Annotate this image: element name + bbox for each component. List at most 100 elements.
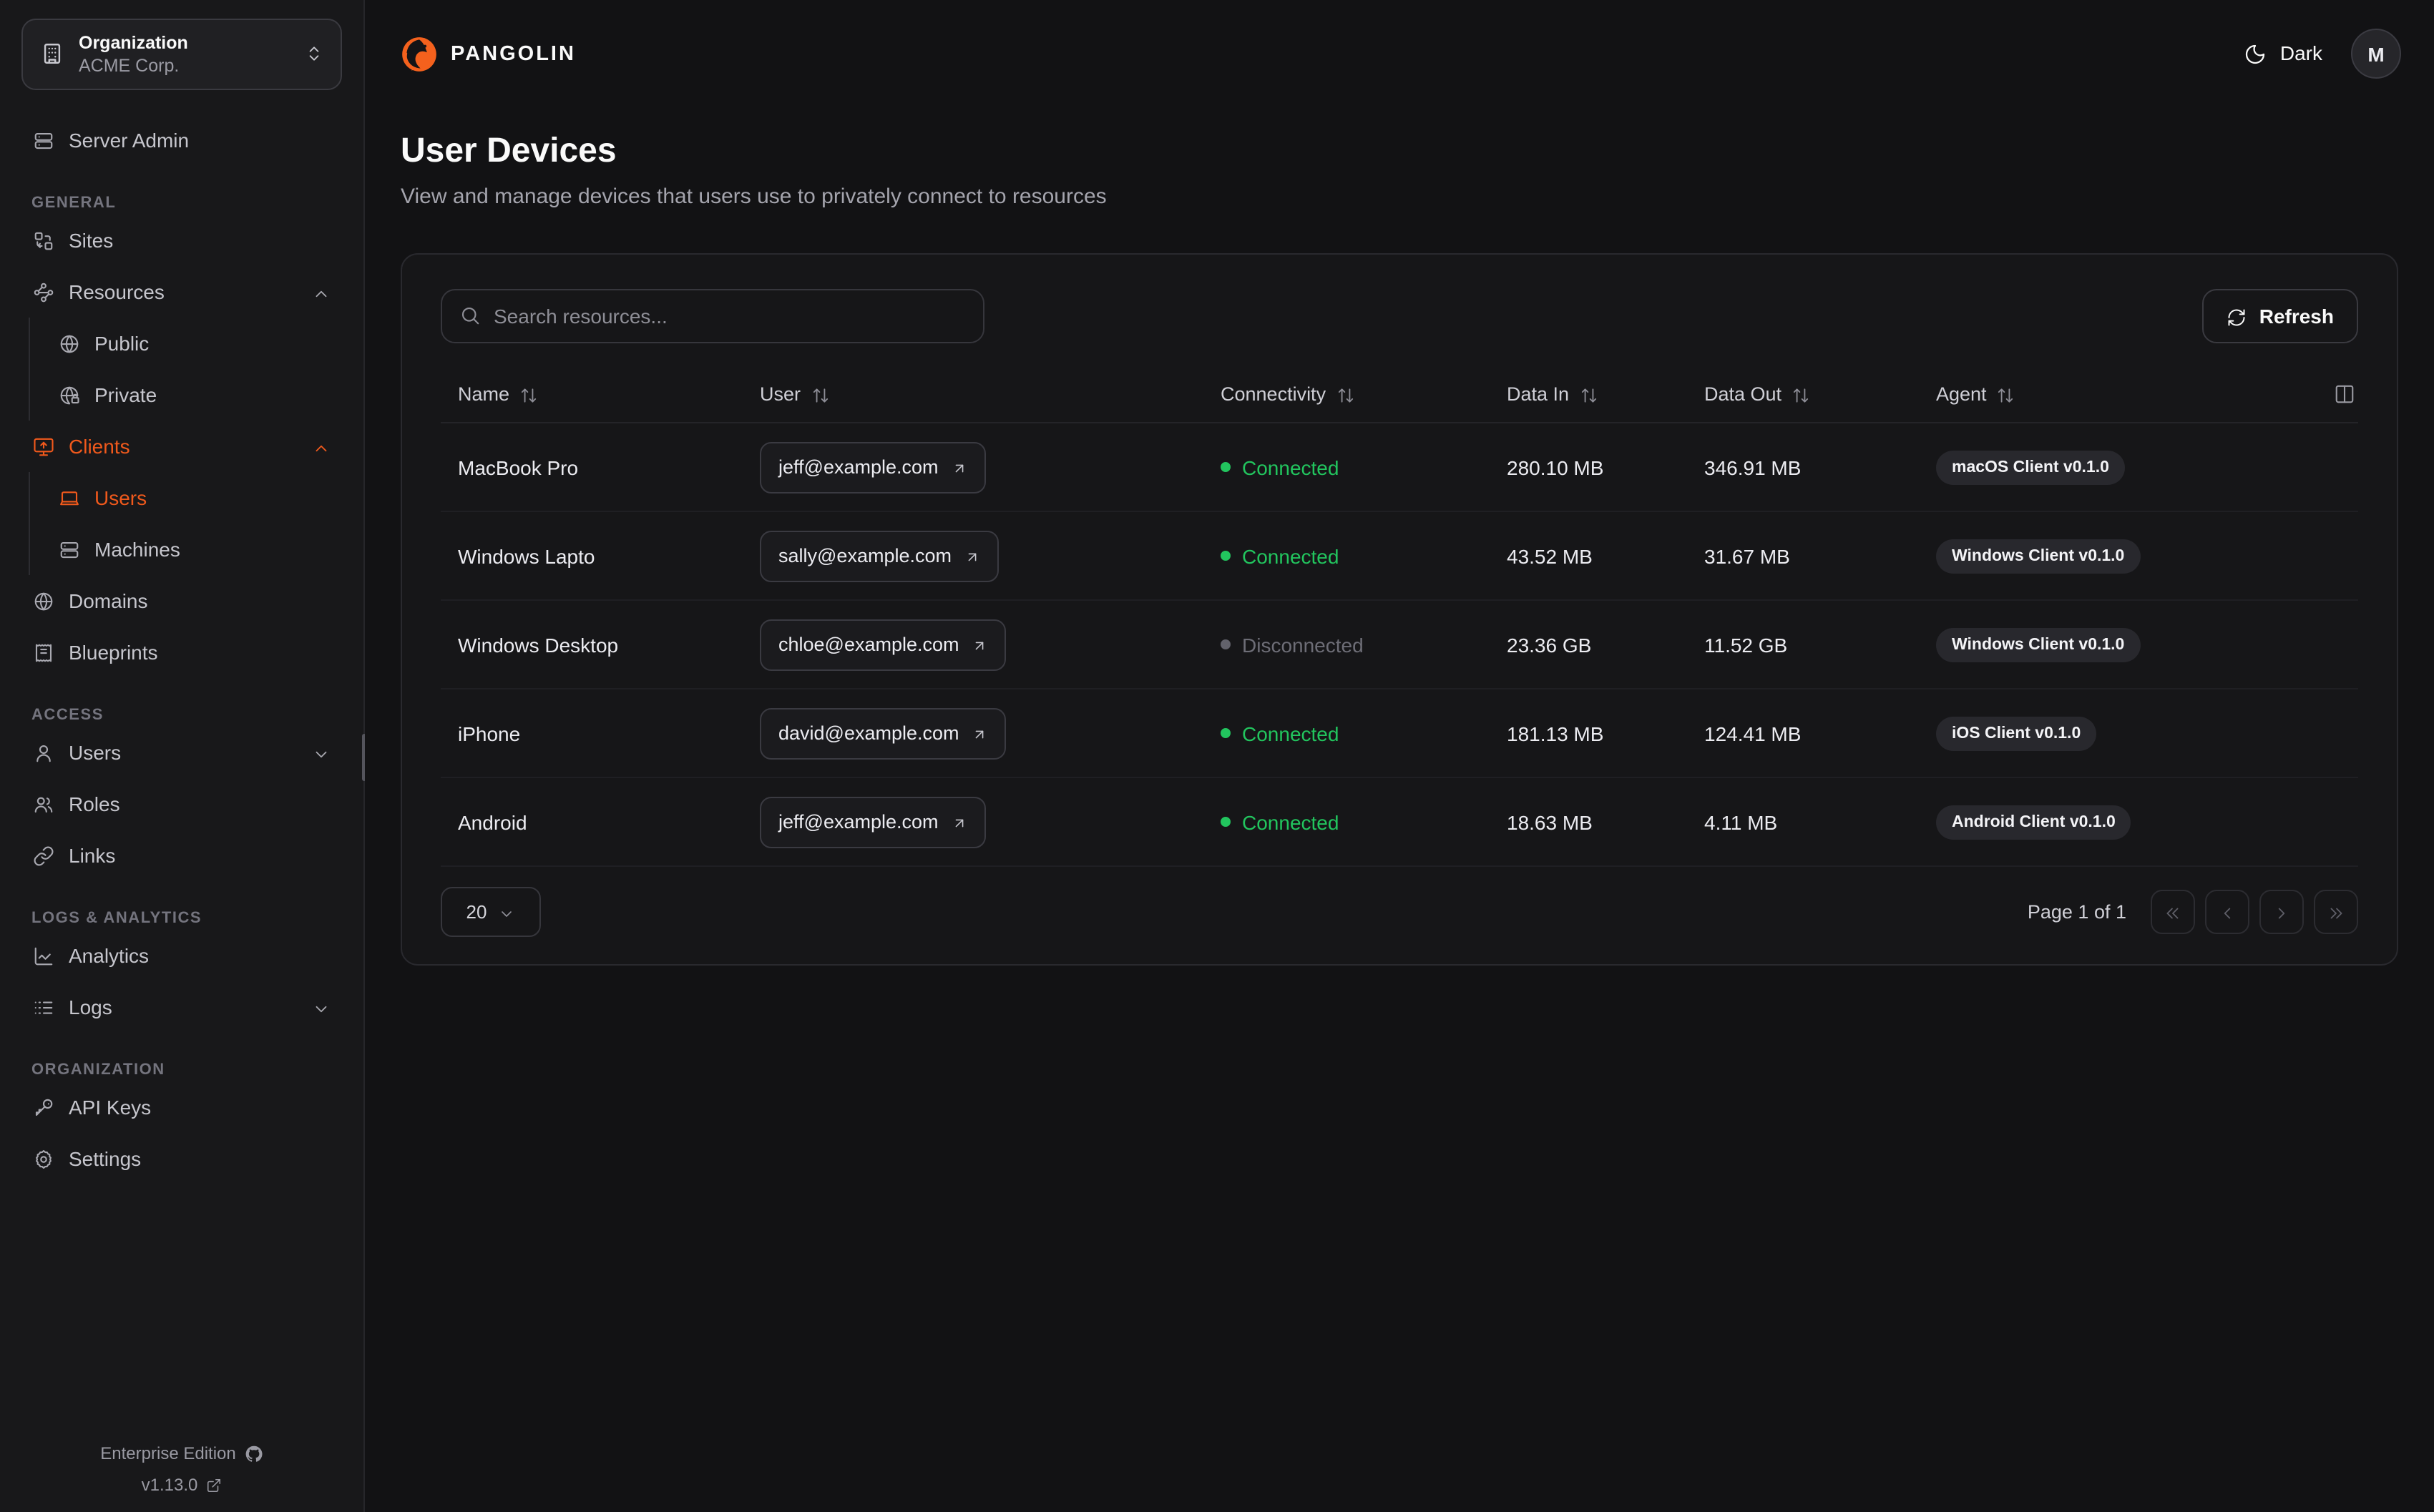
user-link-button[interactable]: sally@example.com [760,530,999,581]
sidebar-item-users[interactable]: Users [30,472,342,524]
sidebar-item-label: Clients [69,435,130,458]
sort-icon [1997,383,2015,405]
user-link-button[interactable]: chloe@example.com [760,619,1007,670]
card-toolbar: Refresh [441,255,2358,343]
agent-badge: Windows Client v0.1.0 [1936,539,2141,573]
column-header-data-out[interactable]: Data Out [1687,383,1919,405]
user-cell: david@example.com [743,707,1203,759]
refresh-button[interactable]: Refresh [2201,289,2358,343]
sidebar-item-label: Server Admin [69,129,190,152]
card-footer: 20 Page 1 of 1 [441,887,2358,937]
column-header-name[interactable]: Name [441,383,743,405]
agent-cell: macOS Client v0.1.0 [1919,450,2301,484]
server-icon [59,537,80,561]
sort-icon [519,383,538,405]
users-icon [33,792,54,816]
column-header-user[interactable]: User [743,383,1203,405]
sidebar-item-sites[interactable]: Sites [21,215,342,266]
device-name: Windows Lapto [458,544,595,567]
logs-icon [33,995,54,1019]
sidebar-item-links[interactable]: Links [21,830,342,881]
sort-icon [1579,383,1598,405]
data-in-value: 23.36 GB [1507,633,1592,656]
column-label: Name [458,383,510,405]
table-row: Android jeff@example.com Connected 18.63 MB… [441,778,2358,867]
column-header-connectivity[interactable]: Connectivity [1203,383,1490,405]
theme-label: Dark [2279,41,2322,65]
column-header-agent[interactable]: Agent [1919,383,2301,405]
next-page-button[interactable] [2259,890,2304,934]
sidebar-item-label: Resources [69,280,165,303]
link-icon [33,843,54,868]
sidebar-scrollbar-thumb[interactable] [362,734,366,781]
version-link[interactable]: v1.13.0 [142,1475,223,1495]
avatar[interactable]: M [2351,29,2401,79]
sidebar-item-clients[interactable]: Clients [21,421,342,472]
device-name: MacBook Pro [458,456,579,478]
agent-badge: iOS Client v0.1.0 [1936,716,2097,750]
device-name: iPhone [458,722,521,745]
data-out-value: 4.11 MB [1704,810,1778,833]
user-link-button[interactable]: jeff@example.com [760,441,986,493]
device-name: Android [458,810,527,833]
status-badge: Connected [1221,544,1490,567]
globe-icon [33,589,54,613]
arrow-up-right-icon [964,545,980,566]
sidebar-item-label: Logs [69,996,112,1018]
connectivity-cell: Connected [1203,722,1490,745]
sort-icon [1336,383,1354,405]
page-title: User Devices [401,132,617,170]
organization-selector[interactable]: Organization ACME Corp. [21,19,342,90]
topbar: PANGOLIN Dark M [365,0,2434,107]
arrow-up-right-icon [952,811,967,833]
chevron-down-icon [312,996,331,1018]
sidebar-item-private[interactable]: Private [30,369,342,421]
sidebar-item-users[interactable]: Users [21,727,342,778]
table-row: Windows Lapto sally@example.com Connected 4… [441,512,2358,601]
sidebar-item-api-keys[interactable]: API Keys [21,1081,342,1133]
last-page-button[interactable] [2314,890,2358,934]
sidebar-item-label: Machines [94,538,180,561]
user-cell: jeff@example.com [743,441,1203,493]
sidebar-item-resources[interactable]: Resources [21,266,342,318]
brand-name: PANGOLIN [451,42,576,65]
sidebar-item-public[interactable]: Public [30,318,342,369]
sidebar-item-label: Users [69,741,122,764]
page-size-select[interactable]: 20 [441,887,541,937]
brand[interactable]: PANGOLIN [401,35,576,72]
connectivity-cell: Connected [1203,810,1490,833]
column-visibility-button[interactable] [2301,381,2358,407]
user-link-button[interactable]: jeff@example.com [760,796,986,848]
sidebar-item-domains[interactable]: Domains [21,575,342,627]
theme-toggle[interactable]: Dark [2244,41,2322,67]
sidebar-item-analytics[interactable]: Analytics [21,930,342,981]
moon-icon [2244,41,2267,67]
sub-list: Public Private [29,318,342,421]
column-label: Connectivity [1221,383,1326,405]
sidebar-item-roles[interactable]: Roles [21,778,342,830]
chevron-up-icon [312,280,331,303]
globe-icon [59,331,80,355]
status-badge: Connected [1221,456,1490,478]
table-row: Windows Desktop chloe@example.com Disconne… [441,601,2358,689]
arrow-up-right-icon [972,634,988,655]
agent-cell: Windows Client v0.1.0 [1919,627,2301,662]
sidebar-item-settings[interactable]: Settings [21,1133,342,1184]
sidebar-item-logs[interactable]: Logs [21,981,342,1033]
sidebar-item-blueprints[interactable]: Blueprints [21,627,342,678]
search-input[interactable] [494,305,966,328]
organization-label: Organization [79,33,188,53]
first-page-button[interactable] [2151,890,2195,934]
column-header-data-in[interactable]: Data In [1490,383,1687,405]
user-link-button[interactable]: david@example.com [760,707,1007,759]
edition-link[interactable]: Enterprise Edition [100,1443,263,1463]
user-email: sally@example.com [778,545,952,566]
server-icon [33,128,54,152]
prev-page-button[interactable] [2205,890,2249,934]
sidebar-item-machines[interactable]: Machines [30,524,342,575]
data-out-value: 31.67 MB [1704,544,1790,567]
data-out-value: 11.52 GB [1704,633,1788,656]
column-label: User [760,383,801,405]
status-label: Connected [1242,722,1339,745]
sidebar-item-server-admin[interactable]: Server Admin [21,114,342,166]
